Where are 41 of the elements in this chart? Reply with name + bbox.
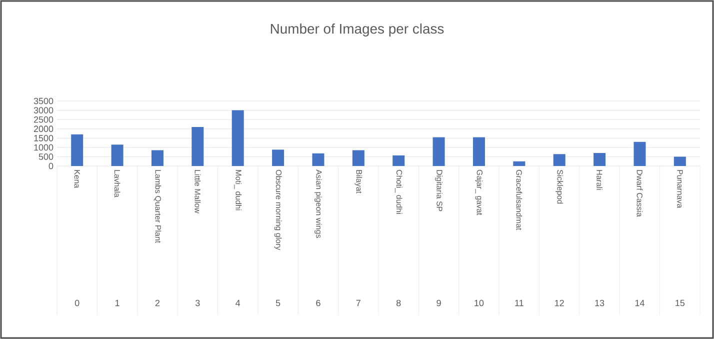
text: 12 <box>555 300 564 306</box>
text: 3 <box>196 300 200 306</box>
bar <box>674 156 686 166</box>
bar <box>392 155 405 166</box>
bar <box>192 127 204 166</box>
y-tick-label: 1500 <box>34 134 54 142</box>
text: 4 <box>236 300 240 306</box>
bar <box>232 110 244 166</box>
chart-title: Number of Images per class <box>270 23 444 36</box>
text: 6 <box>316 300 320 306</box>
bar <box>272 150 284 166</box>
text: 14 <box>635 300 644 306</box>
bar <box>594 153 606 166</box>
y-tick-label: 500 <box>38 154 54 160</box>
bar <box>111 144 124 166</box>
text: 10 <box>474 300 484 306</box>
text: 15 <box>676 300 685 306</box>
bar <box>352 150 364 166</box>
bar <box>634 142 646 166</box>
text: 2 <box>155 300 160 306</box>
text: 5 <box>276 300 280 306</box>
text: 7 <box>356 300 360 306</box>
bar <box>432 137 445 166</box>
y-tick-label: 2500 <box>34 116 54 123</box>
text: 9 <box>436 300 441 306</box>
y-tick-label: 2000 <box>34 126 54 132</box>
text: 8 <box>396 300 401 306</box>
bar <box>151 150 164 166</box>
y-tick-label: 0 <box>48 162 54 170</box>
bar <box>513 161 526 166</box>
y-tick-label: 3000 <box>34 107 54 114</box>
y-tick-label: 3500 <box>34 98 54 104</box>
bar <box>71 134 84 166</box>
y-tick-label: 1000 <box>34 144 54 151</box>
bar <box>472 137 485 166</box>
text: 11 <box>515 300 524 306</box>
text: 1 <box>115 300 120 306</box>
bar <box>553 154 566 166</box>
text: 0 <box>74 300 80 306</box>
bar <box>312 153 324 166</box>
text: 13 <box>595 300 604 306</box>
